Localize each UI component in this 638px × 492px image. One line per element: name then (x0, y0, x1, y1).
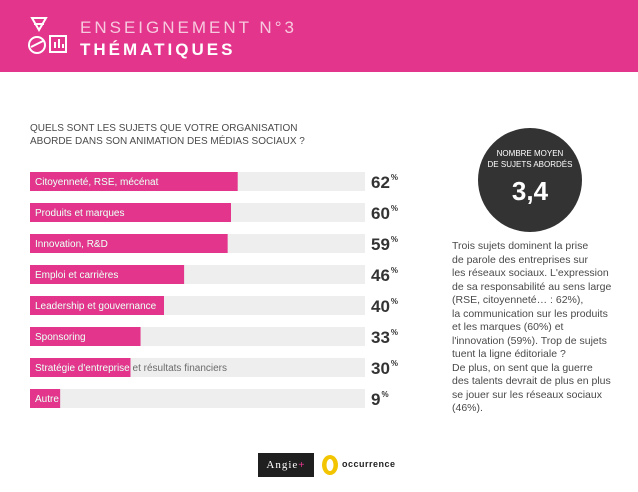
bar-category-label: Citoyenneté, RSE, mécénat (35, 177, 159, 188)
commentary-line: se jouer sur les réseaux sociaux (452, 388, 602, 401)
commentary-line: la communication sur les produits (452, 307, 608, 320)
header-title-line2: THÉMATIQUES (80, 40, 236, 59)
commentary-line: De plus, on sent que la guerre (452, 361, 593, 374)
bar (30, 358, 131, 377)
bar (30, 203, 231, 222)
bar-value-label: 60 (371, 204, 390, 223)
bar-track (30, 389, 365, 408)
bar-category-label: Produits et marques (35, 208, 125, 219)
bar-value-label: 9 (371, 390, 380, 409)
angie-logo-text: Angie (266, 459, 299, 471)
commentary-line: l'innovation (59%). Trop de sujets (452, 334, 607, 347)
bar-value-unit: % (391, 235, 398, 244)
bar-value-unit: % (391, 173, 398, 182)
bar-category-label-outside: Leadership et gouvernance (35, 301, 157, 312)
bar-category-label-outside: Produits et marques (35, 208, 125, 219)
chart-question: QUELS SONT LES SUJETS QUE VOTRE ORGANISA… (30, 122, 370, 148)
bar-category-label-outside: Innovation, R&D (35, 239, 108, 250)
header-title-line1: ENSEIGNEMENT N°3 (80, 18, 297, 37)
bar (30, 172, 238, 191)
occurrence-logo-icon (322, 455, 338, 475)
bar-category-label: Autre (35, 394, 59, 405)
kpi-circle: NOMBRE MOYEN DE SUJETS ABORDÉS 3,4 (478, 128, 582, 232)
occurrence-logo-text: occurrence (342, 459, 396, 469)
commentary-line: (RSE, citoyenneté… : 62%), (452, 294, 584, 306)
bar (30, 389, 61, 408)
bar-category-label-outside: Emploi et carrières (35, 270, 118, 281)
commentary-line: Trois sujets dominent la prise (452, 240, 589, 252)
bar-category-label-outside: Stratégie d'entreprise et résultats fina… (35, 363, 227, 374)
education-shapes-icon (28, 17, 67, 54)
commentary-line: de parole des entreprises sur (452, 253, 588, 266)
kpi-label-line-2: DE SUJETS ABORDÉS (487, 160, 573, 169)
commentary-text: Trois sujets dominent la prise de parole … (452, 240, 622, 416)
bar-value-label: 59 (371, 235, 390, 254)
bar-category-label: Leadership et gouvernance (35, 301, 157, 312)
commentary-line: de sa responsabilité au sens large (452, 280, 612, 293)
bar (30, 234, 228, 253)
bar (30, 296, 164, 315)
bar-value-unit: % (391, 266, 398, 275)
bar-category-label: Innovation, R&D (35, 239, 108, 250)
bar-value-label: 33 (371, 328, 390, 347)
bar-value-unit: % (391, 328, 398, 337)
bar-value-unit: % (391, 297, 398, 306)
kpi-label: NOMBRE MOYEN DE SUJETS ABORDÉS (478, 148, 582, 170)
bar-value-unit: % (391, 359, 398, 368)
commentary-line: (46%). (452, 402, 483, 414)
angie-logo: Angie+ (258, 453, 314, 477)
angie-logo-plus: + (298, 459, 306, 471)
bar-category-label: Stratégie d'entreprise et résultats fina… (35, 363, 227, 374)
bar-value-label: 62 (371, 173, 390, 192)
commentary-line: et les marques (60%) et (452, 321, 564, 333)
commentary-line: des talents devrait de plus en plus (452, 375, 611, 387)
header-banner: ENSEIGNEMENT N°3 THÉMATIQUES (0, 0, 638, 72)
bar-value-label: 30 (371, 359, 390, 378)
bar-category-label-outside: Citoyenneté, RSE, mécénat (35, 177, 159, 188)
question-line-2: ABORDE DANS SON ANIMATION DES MÉDIAS SOC… (30, 136, 305, 147)
bar (30, 265, 185, 284)
bar-value-unit: % (391, 204, 398, 213)
bar (30, 327, 141, 346)
bar-category-label-outside: Sponsoring (35, 332, 86, 343)
bar-value-label: 40 (371, 297, 390, 316)
bar-value-unit: % (381, 390, 388, 399)
commentary-line: tuent la ligne éditoriale ? (452, 348, 566, 360)
bar-category-label: Sponsoring (35, 332, 86, 343)
kpi-label-line-1: NOMBRE MOYEN (496, 149, 564, 158)
bar-value-label: 46 (371, 266, 390, 285)
kpi-value: 3,4 (511, 176, 549, 206)
bar-category-label-outside: Autre (35, 394, 59, 405)
question-line-1: QUELS SONT LES SUJETS QUE VOTRE ORGANISA… (30, 123, 298, 134)
bar-category-label: Emploi et carrières (35, 270, 118, 281)
commentary-line: les réseaux sociaux. L'expression (452, 267, 609, 279)
